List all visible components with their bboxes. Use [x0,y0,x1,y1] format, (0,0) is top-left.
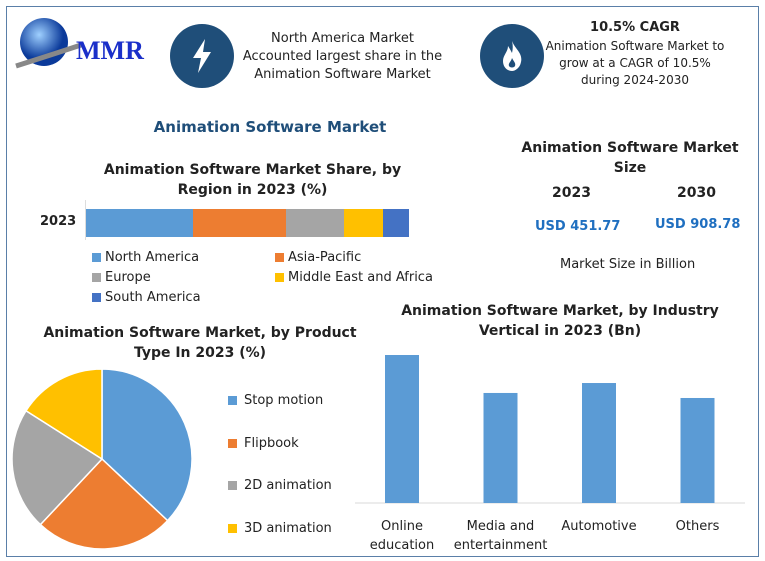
cagr-title: 10.5% CAGR [590,20,680,35]
legend-label: Stop motion [244,393,324,408]
highlight-circle [480,24,544,88]
legend-item: Europe [92,270,151,285]
legend-swatch [92,253,101,262]
stacked-bar [86,209,409,237]
bar-others [680,397,715,503]
product-chart-title: Animation Software Market, by Product Ty… [43,325,357,361]
legend-label: 2D animation [244,478,332,493]
bar-segment-north-america [86,209,193,237]
bar-segment-middle-east-and-africa [344,209,384,237]
legend-label: Middle East and Africa [288,270,433,285]
legend-item: North America [92,250,199,265]
legend-label: 3D animation [244,520,332,536]
highlight-circle [170,24,234,88]
legend-item: 3D animation [228,521,332,536]
size-year-2030: 2030 [677,185,716,201]
pie-chart [11,368,193,550]
flame-icon [503,41,522,71]
legend-swatch [228,438,237,448]
logo-text: MMR [76,36,144,65]
legend-item: Middle East and Africa [275,270,433,285]
x-tick-label: Media and entertainment [453,519,548,553]
highlight-text: North America Market Accounted largest s… [242,31,443,82]
legend-label: Europe [105,270,151,285]
legend-item: Stop motion [228,393,323,408]
size-note: Market Size in Billion [560,257,696,272]
bar-automotive [582,383,616,503]
legend-label: Asia-Pacific [288,250,362,265]
bar-media-and-entertainment [483,392,518,503]
region-chart-title: Animation Software Market Share, by Regi… [103,162,402,198]
legend-item: Asia-Pacific [275,250,361,265]
bar-online-education [385,355,419,503]
pie-slice-2d-animation [11,409,104,526]
legend-label: South America [105,290,201,305]
size-title: Animation Software Market Size [521,140,739,176]
legend-item: Flipbook [228,436,299,451]
bar-segment-europe [286,209,345,237]
x-tick-label: Others [675,519,720,534]
legend-item: 2D animation [228,478,332,493]
frame [6,6,759,557]
legend-label: Flipbook [244,435,299,451]
main-title: Animation Software Market [153,118,387,136]
x-tick-label: Online education [369,519,435,553]
pie-slice-3d-animation [24,368,103,461]
legend-swatch [275,273,284,282]
size-year-2023: 2023 [552,185,591,201]
legend-label: North America [105,250,200,265]
legend-swatch [92,273,101,282]
industry-bar-chart [355,355,745,504]
size-value-2030: USD 908.78 [655,217,741,232]
bar-segment-asia-pacific [192,209,287,237]
legend-swatch [228,481,237,490]
legend-swatch [228,523,237,533]
industry-chart-title: Animation Software Market, by Industry V… [401,303,719,339]
pie-slice-stop-motion [101,368,193,522]
cagr-text: Animation Software Market to grow at a C… [545,39,725,87]
legend-swatch [228,396,237,405]
bar-segment-south-america [383,209,409,237]
mmr-logo: MMR [14,14,154,74]
legend-item: South America [92,290,201,305]
legend-swatch [92,293,101,302]
size-value-2023: USD 451.77 [535,219,621,234]
pie-slice-flipbook [39,457,169,550]
region-category-label: 2023 [40,214,77,229]
region-axis [85,200,86,240]
x-tick-label: Automotive [561,519,637,534]
legend-swatch [275,253,284,262]
lightning-icon [193,39,211,73]
